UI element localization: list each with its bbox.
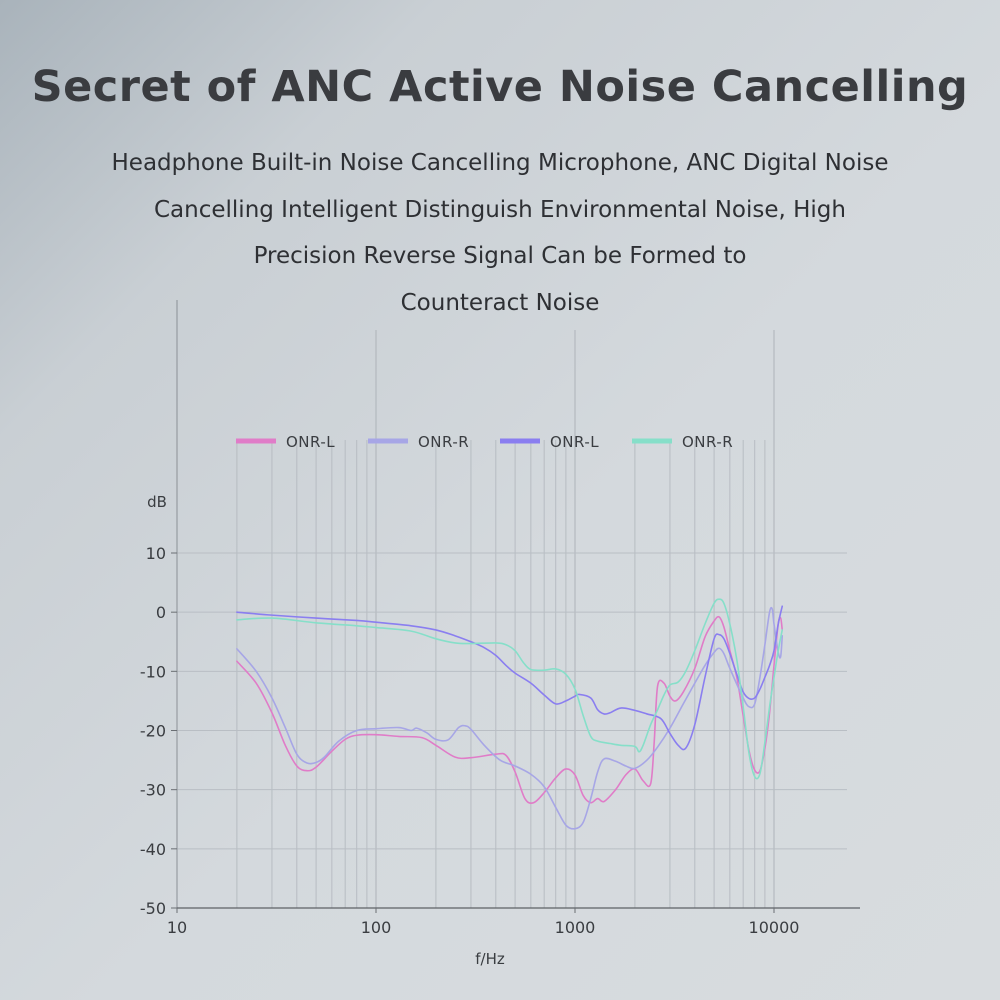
series-lines <box>236 598 784 830</box>
x-axis-label: f/Hz <box>475 950 505 968</box>
legend-item: ONR-R <box>368 433 469 451</box>
subtitle-line-1: Headphone Built-in Noise Cancelling Micr… <box>111 150 889 176</box>
legend-label: ONR-L <box>286 433 335 451</box>
legend-item: ONR-L <box>236 433 335 451</box>
y-tick-label: 10 <box>146 544 166 563</box>
legend-label: ONR-R <box>418 433 469 451</box>
x-tick-label: 10000 <box>749 918 800 937</box>
y-tick-label: -20 <box>140 722 166 741</box>
y-tick-label: -40 <box>140 840 166 859</box>
y-tick-label: 0 <box>156 603 166 622</box>
legend-label: ONR-L <box>550 433 599 451</box>
x-tick-label: 100 <box>361 918 392 937</box>
page-title: Secret of ANC Active Noise Cancelling <box>31 62 969 112</box>
x-tick-label: 1000 <box>555 918 596 937</box>
legend-item: ONR-L <box>500 433 599 451</box>
y-tick-label: -10 <box>140 662 166 681</box>
y-tick-label: -30 <box>140 781 166 800</box>
y-axis-label: dB <box>147 493 167 511</box>
subtitle-line-2: Cancelling Intelligent Distinguish Envir… <box>154 196 846 223</box>
page-subtitle: Headphone Built-in Noise Cancelling Micr… <box>80 140 920 326</box>
subtitle-line-3: Precision Reverse Signal Can be Formed t… <box>253 243 747 269</box>
series-line-onr-r-4 <box>236 598 784 780</box>
subtitle-line-4: Counteract Noise <box>400 289 600 316</box>
series-line-onr-r-2 <box>236 606 784 830</box>
y-tick-label: -50 <box>140 899 166 918</box>
series-line-onr-l-3 <box>236 605 784 751</box>
legend: ONR-L ONR-R ONR-L ONR-R <box>236 433 733 451</box>
x-tick-label: 10 <box>167 918 187 937</box>
legend-item: ONR-R <box>632 433 733 451</box>
series-line-onr-l-1 <box>236 615 784 804</box>
legend-label: ONR-R <box>682 433 733 451</box>
